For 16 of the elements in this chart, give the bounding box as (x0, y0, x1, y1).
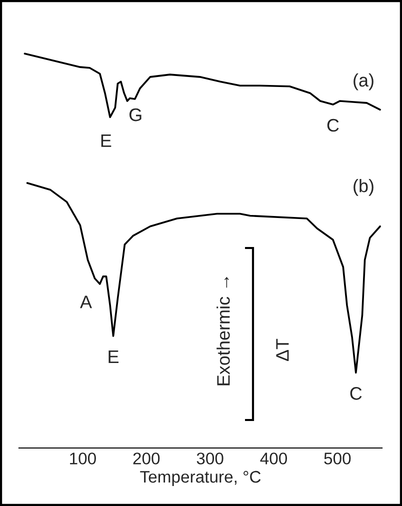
annotation: ΔT (276, 338, 289, 362)
series-label: (a) (354, 73, 374, 90)
x-tick-label: 100 (70, 452, 96, 464)
annotation: G (129, 108, 142, 122)
x-axis-title: Temperature, °C (140, 470, 261, 486)
x-tick-label: 200 (133, 452, 160, 464)
series-label: (b) (354, 178, 374, 196)
annotation: Exothermic → (216, 276, 230, 386)
x-tick-label: 400 (260, 452, 287, 464)
annotation: A (80, 296, 92, 308)
annotation: E (101, 134, 112, 147)
x-tick-label: 500 (324, 452, 351, 464)
annotation: C (327, 118, 339, 132)
x-tick-label: 300 (196, 452, 224, 464)
annotation: C (350, 387, 362, 400)
annotation: E (108, 350, 118, 363)
